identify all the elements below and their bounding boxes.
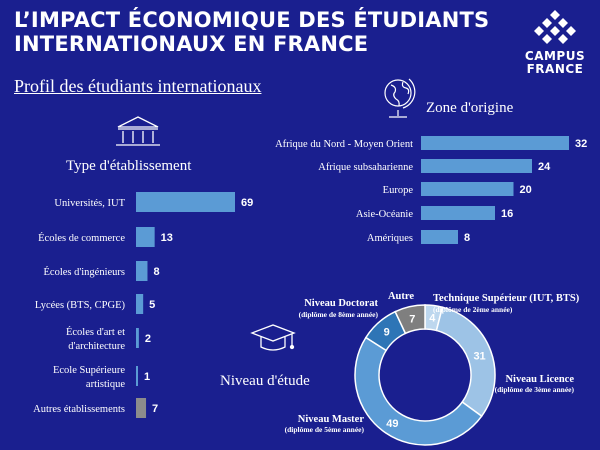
page-subtitle: Profil des étudiants internationaux bbox=[14, 76, 262, 96]
origine-category-label: Asie-Océanie bbox=[356, 209, 413, 220]
etablissement-category-label: Écoles d'art et bbox=[66, 326, 125, 338]
origine-bar bbox=[421, 136, 569, 150]
logo-text-line-1: CAMPUS bbox=[524, 49, 586, 63]
origine-title: Zone d'origine bbox=[426, 100, 514, 116]
origine-category-label: Amériques bbox=[367, 233, 413, 244]
etablissement-value-label: 5 bbox=[149, 299, 155, 311]
etablissement-category-label: Ecole Supérieure bbox=[53, 365, 125, 376]
page-title: L’IMPACT ÉCONOMIQUE DES ÉTUDIANTS INTERN… bbox=[14, 8, 489, 56]
origine-bar bbox=[421, 182, 514, 196]
etablissement-bar bbox=[136, 261, 148, 281]
origine-value-label: 16 bbox=[501, 208, 513, 220]
etablissement-category-label: Autres établissements bbox=[33, 404, 125, 415]
etablissement-value-label: 13 bbox=[161, 232, 173, 244]
etablissement-bar bbox=[136, 192, 235, 212]
etablissement-category-label: Lycées (BTS, CPGE) bbox=[35, 300, 126, 311]
etablissement-value-label: 8 bbox=[153, 266, 159, 278]
origine-value-label: 32 bbox=[575, 138, 587, 150]
campus-france-logo: CAMPUS FRANCE bbox=[520, 10, 590, 76]
etablissement-value-label: 7 bbox=[152, 403, 158, 415]
etablissement-category-label: Écoles d'ingénieurs bbox=[44, 266, 126, 278]
niveau-category-label: Niveau Licence bbox=[505, 374, 574, 385]
etablissement-value-label: 2 bbox=[145, 333, 151, 345]
etablissement-category-label: Écoles de commerce bbox=[38, 232, 125, 244]
etablissement-bar bbox=[136, 294, 144, 314]
origine-value-label: 24 bbox=[538, 161, 551, 173]
etablissement-value-label: 69 bbox=[241, 197, 253, 209]
niveau-value-label: 9 bbox=[384, 326, 390, 338]
origine-value-label: 20 bbox=[520, 184, 532, 196]
niveau-value-label: 49 bbox=[386, 418, 398, 430]
etablissement-category-label: Universités, IUT bbox=[54, 198, 125, 209]
niveau-donut-slice bbox=[394, 304, 426, 335]
niveau-category-sublabel: (diplôme de 8ème année) bbox=[299, 310, 379, 319]
niveau-value-label: 7 bbox=[409, 313, 415, 325]
logo-text-line-2: FRANCE bbox=[526, 62, 584, 76]
origine-value-label: 8 bbox=[464, 232, 470, 244]
niveau-category-sublabel: (diplôme de 5ème année) bbox=[285, 425, 365, 434]
logo-diamond-icon bbox=[534, 10, 576, 44]
niveau-value-label: 31 bbox=[473, 350, 485, 362]
niveau-category-label: Niveau Master bbox=[298, 414, 365, 425]
niveau-category-label: Autre bbox=[388, 291, 414, 302]
title-line-1: L’IMPACT ÉCONOMIQUE DES ÉTUDIANTS bbox=[14, 8, 490, 32]
etablissement-value-label: 1 bbox=[144, 371, 150, 383]
title-line-2: INTERNATIONAUX EN FRANCE bbox=[14, 32, 369, 56]
origine-category-label: Europe bbox=[383, 185, 414, 196]
niveau-category-label: Niveau Doctorat bbox=[304, 298, 378, 309]
niveau-category-sublabel: (diplôme de 2ème année) bbox=[433, 305, 513, 314]
etablissement-bar bbox=[136, 227, 155, 247]
niveau-category-sublabel: (diplôme de 3ème année) bbox=[495, 385, 575, 394]
origine-category-label: Afrique subsaharienne bbox=[318, 162, 413, 173]
etablissement-category-label: artistique bbox=[86, 379, 125, 390]
origine-bar bbox=[421, 159, 532, 173]
origine-bar bbox=[421, 230, 458, 244]
niveau-category-label: Technique Supérieur (IUT, BTS) bbox=[433, 293, 580, 304]
niveau-donut-slice bbox=[354, 336, 483, 446]
niveau-title: Niveau d'étude bbox=[220, 373, 310, 389]
niveau-donut-slice bbox=[435, 306, 496, 418]
graduation-cap-icon bbox=[250, 324, 296, 351]
building-icon bbox=[116, 116, 160, 146]
origine-category-label: Afrique du Nord - Moyen Orient bbox=[275, 139, 413, 150]
etablissement-category-label: d'architecture bbox=[68, 341, 125, 352]
origine-bar bbox=[421, 206, 495, 220]
etablissement-bar bbox=[136, 366, 138, 386]
etablissement-bar bbox=[136, 398, 147, 418]
globe-icon bbox=[384, 78, 416, 118]
etablissement-bar bbox=[136, 328, 139, 348]
niveau-value-label: 4 bbox=[429, 312, 436, 324]
etablissement-title: Type d'établissement bbox=[66, 158, 192, 174]
